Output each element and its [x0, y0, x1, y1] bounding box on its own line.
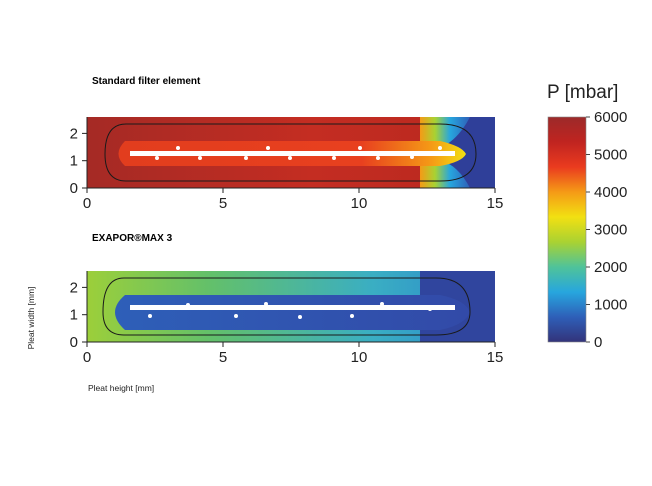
pleat-gap	[130, 151, 455, 156]
axes: 0 5 10 15 0 1 2	[70, 117, 504, 212]
colorbar-tick-label: 2000	[594, 259, 627, 276]
x-tick-label: 15	[487, 195, 504, 212]
colorbar-tick-label: 1000	[594, 297, 627, 314]
y-tick-label: 1	[70, 153, 78, 170]
x-axis-label: Pleat height [mm]	[88, 383, 154, 393]
x-tick-label: 5	[219, 349, 227, 366]
dust-particles	[155, 146, 442, 160]
x-tick-label: 5	[219, 195, 227, 212]
colorbar-gradient	[547, 116, 587, 343]
colorbar-ticks: 0 1000 2000 3000 4000 5000 6000	[586, 109, 627, 351]
panel-exapor-max3: EXAPOR®MAX 3 0 5 10 15 0 1 2	[70, 233, 504, 366]
x-tick-label: 10	[351, 195, 368, 212]
colorbar-tick-label: 6000	[594, 109, 627, 126]
x-tick-label: 0	[83, 349, 91, 366]
y-tick-label: 0	[70, 334, 78, 351]
dust-particles	[148, 302, 432, 319]
y-tick-label: 0	[70, 180, 78, 197]
pleat-outline	[104, 123, 477, 182]
colorbar-tick-label: 0	[594, 334, 602, 351]
panel-title: EXAPOR®MAX 3	[92, 233, 173, 244]
colorbar-title: P [mbar]	[547, 82, 618, 103]
colorbar-tick-label: 3000	[594, 222, 627, 239]
x-tick-label: 0	[83, 195, 91, 212]
colorbar: P [mbar] 0 1000 2000 3000 4000 5000 6000	[547, 82, 627, 351]
pleat-interior-region	[115, 295, 470, 330]
colorbar-tick-label: 4000	[594, 184, 627, 201]
x-tick-label: 15	[487, 349, 504, 366]
pressure-field	[87, 117, 495, 188]
y-tick-label: 2	[70, 279, 78, 296]
pressure-field	[87, 271, 495, 342]
pleat-gap	[130, 305, 455, 310]
pleat-outline	[102, 277, 471, 336]
axes: 0 5 10 15 0 1 2	[70, 271, 504, 366]
panel-title: Standard filter element	[92, 76, 201, 87]
y-axis-label: Pleat width [mm]	[26, 287, 36, 350]
transition-region-top	[420, 117, 470, 148]
y-tick-label: 1	[70, 307, 78, 324]
y-tick-label: 2	[70, 125, 78, 142]
colorbar-tick-label: 5000	[594, 147, 627, 164]
panel-standard-filter: Standard filter element 0 5 10 15 0 1 2	[70, 76, 504, 212]
x-tick-label: 10	[351, 349, 368, 366]
